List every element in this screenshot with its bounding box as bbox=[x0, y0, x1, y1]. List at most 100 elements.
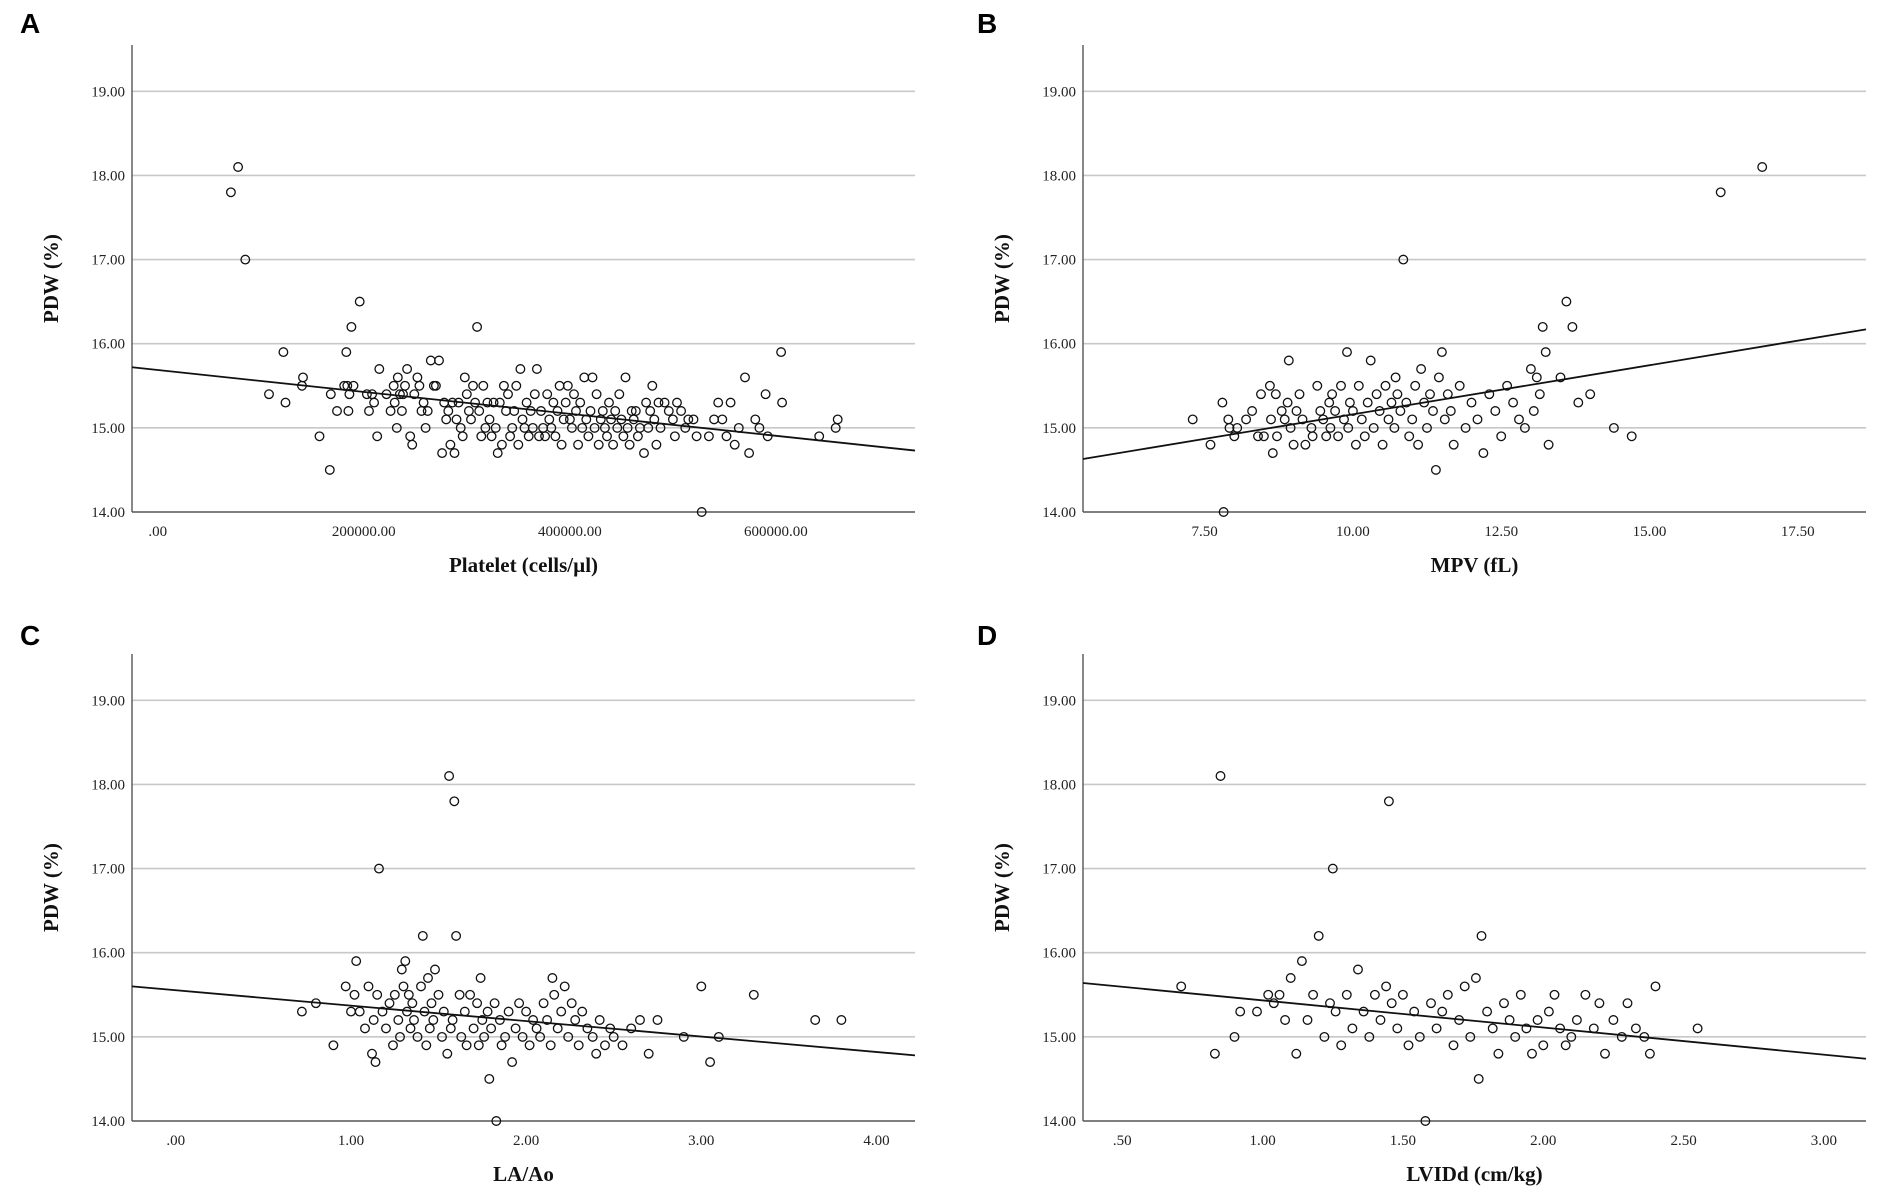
data-point bbox=[514, 998, 525, 1009]
data-point bbox=[423, 973, 433, 983]
data-point bbox=[491, 1116, 502, 1126]
y-tick-label: 17.00 bbox=[1042, 862, 1076, 878]
data-point bbox=[678, 1031, 689, 1042]
data-point bbox=[324, 464, 335, 475]
data-point bbox=[367, 389, 378, 400]
data-point bbox=[564, 414, 575, 425]
data-point bbox=[591, 389, 602, 400]
data-point bbox=[554, 380, 565, 391]
data-point bbox=[1294, 389, 1305, 400]
data-point bbox=[1300, 439, 1311, 450]
data-point bbox=[472, 321, 483, 332]
y-tick-label: 17.00 bbox=[91, 862, 125, 878]
data-point bbox=[1263, 989, 1274, 1000]
data-point bbox=[332, 406, 342, 416]
data-point bbox=[513, 439, 524, 450]
data-point bbox=[709, 414, 720, 425]
data-point bbox=[437, 448, 448, 459]
data-point bbox=[456, 1031, 467, 1042]
data-point bbox=[1176, 981, 1187, 992]
data-point bbox=[405, 431, 416, 442]
data-point bbox=[620, 372, 631, 383]
data-point bbox=[1431, 1023, 1442, 1034]
data-point bbox=[424, 1023, 435, 1034]
data-point bbox=[444, 771, 455, 781]
data-point bbox=[1362, 397, 1373, 408]
data-point bbox=[461, 1040, 472, 1051]
data-point bbox=[1327, 389, 1338, 400]
data-point bbox=[1692, 1023, 1703, 1034]
data-point bbox=[1327, 863, 1338, 874]
data-point bbox=[407, 998, 418, 1009]
data-point bbox=[1510, 1031, 1521, 1042]
data-point bbox=[1308, 989, 1319, 1000]
data-point bbox=[610, 406, 621, 416]
data-point bbox=[1215, 771, 1226, 781]
scatter-plot-a: 14.00 15.00 16.00 17.00 18.00 19.00 .00 200000.… bbox=[39, 45, 916, 577]
x-tick-label: 3.00 bbox=[688, 1133, 714, 1149]
data-point bbox=[1650, 981, 1661, 992]
data-point bbox=[1414, 1031, 1425, 1042]
data-point bbox=[1448, 1040, 1459, 1051]
data-point bbox=[447, 1015, 458, 1025]
data-point bbox=[402, 364, 413, 374]
data-point bbox=[545, 1040, 556, 1051]
data-point bbox=[1350, 439, 1361, 450]
data-point bbox=[351, 956, 362, 967]
data-point bbox=[496, 1040, 507, 1051]
y-tick-label: 19.00 bbox=[91, 693, 125, 709]
data-point bbox=[396, 406, 407, 416]
data-point bbox=[552, 1023, 563, 1034]
data-point bbox=[540, 431, 551, 442]
data-point bbox=[836, 1015, 847, 1025]
y-tick-label: 19.00 bbox=[1042, 693, 1076, 709]
data-point bbox=[579, 372, 590, 383]
y-axis-label: PDW (%) bbox=[990, 234, 1014, 323]
data-point bbox=[490, 422, 501, 433]
data-point bbox=[1525, 364, 1536, 374]
data-point bbox=[1302, 1015, 1313, 1025]
data-point bbox=[1344, 397, 1355, 408]
data-point bbox=[577, 422, 588, 433]
data-point bbox=[507, 1057, 518, 1068]
data-point bbox=[810, 1015, 821, 1025]
data-point bbox=[630, 406, 641, 416]
data-point bbox=[643, 422, 654, 433]
data-point bbox=[570, 1015, 581, 1025]
data-point bbox=[377, 1006, 388, 1017]
data-point bbox=[1454, 380, 1465, 391]
data-point bbox=[1381, 981, 1392, 992]
data-point bbox=[1398, 254, 1409, 265]
data-point bbox=[550, 431, 561, 442]
data-point bbox=[409, 389, 420, 400]
data-point bbox=[1358, 1006, 1369, 1017]
data-point bbox=[1420, 1116, 1431, 1126]
data-point bbox=[556, 1006, 567, 1017]
data-point bbox=[748, 989, 759, 1000]
data-point bbox=[451, 930, 462, 941]
data-point bbox=[1223, 414, 1234, 425]
data-point bbox=[341, 347, 352, 358]
data-point bbox=[1256, 389, 1266, 400]
data-point bbox=[1608, 422, 1619, 433]
x-tick-label: 200000.00 bbox=[332, 524, 396, 540]
data-point bbox=[1508, 397, 1519, 408]
panel-d: D 14.00 15.00 16.00 17.00 18.00 19.00.50 1.00 1… bbox=[951, 598, 1902, 1195]
data-point bbox=[1549, 989, 1560, 1000]
data-point bbox=[652, 1015, 663, 1025]
data-point bbox=[1478, 448, 1489, 459]
data-point bbox=[1567, 321, 1578, 332]
data-point bbox=[1319, 1031, 1330, 1042]
data-point bbox=[672, 397, 682, 408]
data-point bbox=[1296, 956, 1307, 967]
scatter-plot-c: 14.00 15.00 16.00 17.00 18.00 19.00 .00 1.00 2.0… bbox=[39, 654, 916, 1186]
data-point bbox=[1502, 380, 1513, 391]
data-point bbox=[618, 431, 629, 442]
data-point bbox=[1395, 406, 1406, 416]
data-point bbox=[573, 1040, 584, 1051]
data-point bbox=[1241, 414, 1252, 425]
data-point bbox=[474, 406, 485, 416]
data-point bbox=[468, 380, 478, 391]
data-point bbox=[667, 414, 678, 425]
data-point bbox=[374, 364, 385, 374]
